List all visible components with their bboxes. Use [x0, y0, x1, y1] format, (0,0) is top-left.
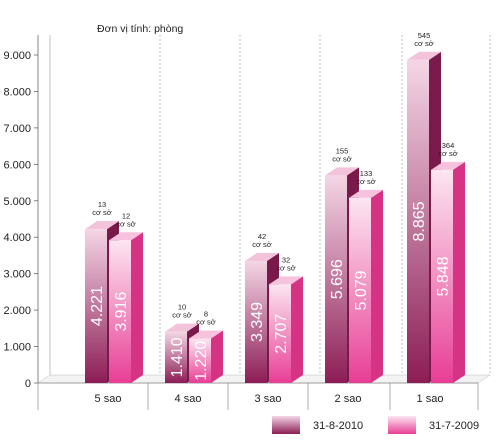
bar-side	[211, 330, 223, 383]
bar-annotation-unit: cơ sở	[276, 263, 296, 272]
bar-top	[325, 167, 359, 176]
bar-front	[269, 284, 291, 383]
y-tick-label: 3.000	[3, 269, 31, 281]
bar-annotation-unit: cơ sở	[92, 208, 112, 217]
bar-annotation-count: 12	[122, 211, 130, 220]
bar-annotation-unit: cơ sở	[356, 177, 376, 186]
y-axis: 0 1.000 2.000 3.000 4.000 5.000 6.000 7.000 8.00…	[3, 35, 39, 390]
legend: 31-8-2010 31-7-2009	[272, 416, 479, 434]
bar-annotation-count: 8	[204, 310, 208, 319]
bar-front	[325, 175, 347, 383]
y-tick-label: 8.000	[3, 86, 31, 98]
bar-annotation-count: 42	[258, 232, 266, 241]
bar-annotation-count: 155	[336, 146, 349, 155]
bar-front	[109, 240, 131, 383]
x-category-label: 4 sao	[175, 393, 202, 405]
bar-value-label: 2.707	[273, 314, 290, 354]
x-category-label: 1 sao	[417, 393, 444, 405]
bar-annotation-unit: cơ sở	[438, 149, 458, 158]
bar-value-label: 1.410	[169, 337, 186, 377]
unit-label: Đơn vị tính: phòng	[97, 23, 183, 35]
bar-value-label: 3.349	[249, 302, 266, 342]
y-tick-label: 9.000	[3, 50, 31, 62]
bar-annotation-count: 133	[360, 169, 373, 178]
bar-annotation-unit: cơ sở	[252, 240, 272, 249]
bar-annotation-unit: cơ sở	[332, 154, 352, 163]
bar-top	[245, 252, 279, 261]
y-tick-label: 1.000	[3, 342, 31, 354]
bar-annotation-count: 10	[178, 303, 186, 312]
y-tick-label: 7.000	[3, 123, 31, 135]
bar-annotation-unit: cơ sở	[196, 318, 216, 327]
legend-label-2009: 31-7-2009	[429, 420, 479, 432]
bar-front	[85, 229, 107, 383]
y-tick-label: 0	[25, 378, 31, 390]
bar-top	[189, 330, 223, 339]
legend-swatch-2009	[388, 416, 416, 434]
bar-annotation-unit: cơ sở	[116, 219, 136, 228]
bar-annotation-count: 545	[418, 31, 431, 40]
legend-swatch-2010	[272, 416, 300, 434]
bar-value-label: 4.221	[89, 286, 106, 326]
y-tick-label: 2.000	[3, 305, 31, 317]
bar-value-label: 5.079	[353, 270, 370, 310]
bar-top	[431, 161, 465, 170]
bar-front	[245, 260, 267, 383]
bar-value-label: 3.916	[113, 292, 130, 332]
bar-top	[407, 51, 441, 60]
y-tick-label: 6.000	[3, 159, 31, 171]
bar-side	[453, 161, 465, 383]
bar-front	[407, 59, 429, 384]
bar-top	[269, 276, 303, 285]
bar-top	[85, 221, 119, 230]
bar-top	[109, 232, 143, 241]
x-axis-labels: 5 sao 4 sao 3 sao 2 sao 1 sao	[37, 383, 479, 410]
x-category-label: 2 sao	[335, 393, 362, 405]
bar-annotation-count: 13	[98, 200, 106, 209]
y-tick-label: 4.000	[3, 232, 31, 244]
bar-front	[189, 338, 211, 383]
bar-value-label: 8.865	[411, 201, 428, 241]
bar-side	[291, 276, 303, 383]
bar-annotation-unit: cơ sở	[172, 311, 192, 320]
y-tick-label: 5.000	[3, 196, 31, 208]
bar-annotation-unit: cơ sở	[414, 39, 434, 48]
bar-value-label: 5.848	[435, 256, 452, 296]
x-category-label: 5 sao	[95, 393, 122, 405]
bar-value-label: 1.220	[193, 341, 210, 381]
bar-2009-1: 1.220 8cơ sở	[189, 310, 223, 383]
bar-side	[131, 232, 143, 383]
bar-top	[349, 189, 383, 198]
bar-annotation-count: 364	[442, 141, 455, 150]
legend-label-2010: 31-8-2010	[313, 420, 363, 432]
bar-front	[349, 197, 371, 383]
bar-side	[371, 189, 383, 383]
bar-value-label: 5.696	[329, 259, 346, 299]
x-category-label: 3 sao	[255, 393, 282, 405]
bar-top	[165, 323, 199, 332]
bar-front	[431, 169, 453, 383]
bar-annotation-count: 32	[282, 255, 290, 264]
bar-front	[165, 331, 187, 383]
